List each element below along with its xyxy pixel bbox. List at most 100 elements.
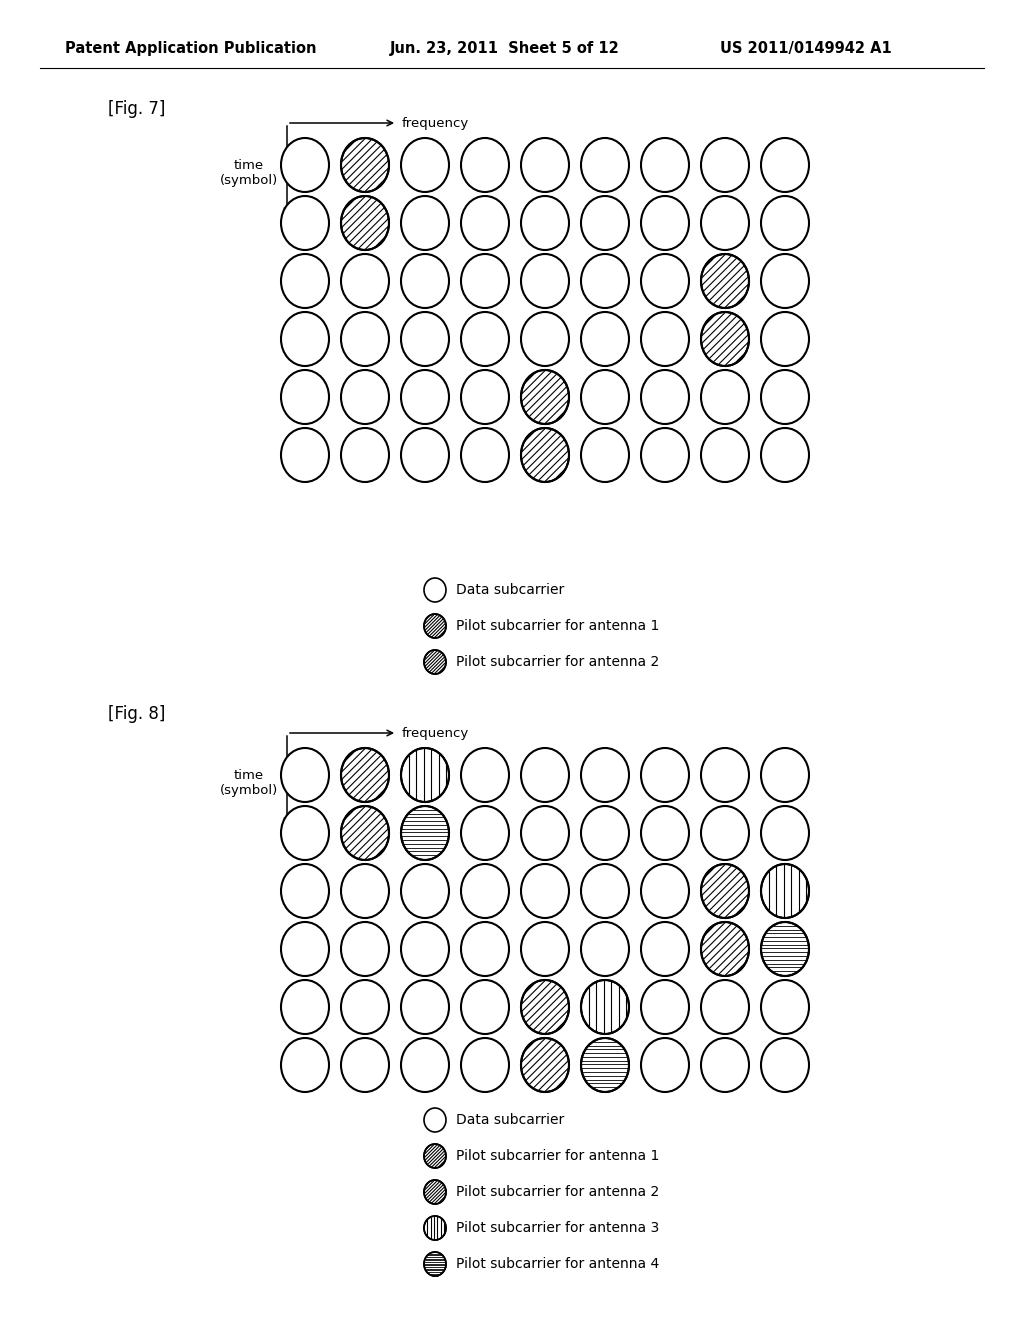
Ellipse shape xyxy=(641,865,689,917)
Ellipse shape xyxy=(581,312,629,366)
Ellipse shape xyxy=(761,195,809,249)
Ellipse shape xyxy=(521,253,569,308)
Ellipse shape xyxy=(281,979,329,1034)
Ellipse shape xyxy=(581,370,629,424)
Ellipse shape xyxy=(581,865,629,917)
Ellipse shape xyxy=(581,139,629,191)
Ellipse shape xyxy=(424,578,446,602)
Ellipse shape xyxy=(641,921,689,975)
Text: [Fig. 7]: [Fig. 7] xyxy=(108,100,165,117)
Ellipse shape xyxy=(424,1216,446,1239)
Ellipse shape xyxy=(341,139,389,191)
Ellipse shape xyxy=(701,865,749,917)
Ellipse shape xyxy=(461,253,509,308)
Ellipse shape xyxy=(281,865,329,917)
Ellipse shape xyxy=(424,1251,446,1276)
Ellipse shape xyxy=(521,921,569,975)
Ellipse shape xyxy=(401,921,449,975)
Ellipse shape xyxy=(701,921,749,975)
Ellipse shape xyxy=(761,1038,809,1092)
Ellipse shape xyxy=(341,865,389,917)
Ellipse shape xyxy=(461,807,509,861)
Text: Data subcarrier: Data subcarrier xyxy=(456,583,564,597)
Ellipse shape xyxy=(761,865,809,917)
Ellipse shape xyxy=(521,139,569,191)
Ellipse shape xyxy=(341,253,389,308)
Ellipse shape xyxy=(461,1038,509,1092)
Ellipse shape xyxy=(341,195,389,249)
Ellipse shape xyxy=(641,428,689,482)
Ellipse shape xyxy=(424,1107,446,1133)
Ellipse shape xyxy=(401,428,449,482)
Ellipse shape xyxy=(761,312,809,366)
Ellipse shape xyxy=(424,649,446,675)
Ellipse shape xyxy=(341,807,389,861)
Ellipse shape xyxy=(341,428,389,482)
Text: frequency: frequency xyxy=(402,726,469,739)
Ellipse shape xyxy=(281,748,329,803)
Ellipse shape xyxy=(761,139,809,191)
Ellipse shape xyxy=(641,139,689,191)
Ellipse shape xyxy=(761,428,809,482)
Ellipse shape xyxy=(521,1038,569,1092)
Ellipse shape xyxy=(281,1038,329,1092)
Ellipse shape xyxy=(461,370,509,424)
Ellipse shape xyxy=(521,865,569,917)
Ellipse shape xyxy=(581,195,629,249)
Ellipse shape xyxy=(401,748,449,803)
Ellipse shape xyxy=(581,807,629,861)
Ellipse shape xyxy=(461,921,509,975)
Ellipse shape xyxy=(581,253,629,308)
Ellipse shape xyxy=(761,748,809,803)
Ellipse shape xyxy=(641,807,689,861)
Ellipse shape xyxy=(401,253,449,308)
Ellipse shape xyxy=(341,312,389,366)
Ellipse shape xyxy=(641,979,689,1034)
Ellipse shape xyxy=(701,370,749,424)
Text: [Fig. 8]: [Fig. 8] xyxy=(108,705,165,723)
Ellipse shape xyxy=(424,1144,446,1168)
Ellipse shape xyxy=(581,748,629,803)
Ellipse shape xyxy=(281,253,329,308)
Text: Pilot subcarrier for antenna 2: Pilot subcarrier for antenna 2 xyxy=(456,655,659,669)
Ellipse shape xyxy=(401,139,449,191)
Text: Jun. 23, 2011  Sheet 5 of 12: Jun. 23, 2011 Sheet 5 of 12 xyxy=(390,41,620,55)
Ellipse shape xyxy=(701,312,749,366)
Ellipse shape xyxy=(701,748,749,803)
Ellipse shape xyxy=(281,370,329,424)
Ellipse shape xyxy=(701,1038,749,1092)
Ellipse shape xyxy=(701,428,749,482)
Ellipse shape xyxy=(401,1038,449,1092)
Ellipse shape xyxy=(341,921,389,975)
Ellipse shape xyxy=(461,312,509,366)
Ellipse shape xyxy=(401,370,449,424)
Ellipse shape xyxy=(761,253,809,308)
Ellipse shape xyxy=(281,312,329,366)
Ellipse shape xyxy=(341,1038,389,1092)
Ellipse shape xyxy=(281,921,329,975)
Text: Pilot subcarrier for antenna 3: Pilot subcarrier for antenna 3 xyxy=(456,1221,659,1236)
Ellipse shape xyxy=(761,979,809,1034)
Ellipse shape xyxy=(641,370,689,424)
Ellipse shape xyxy=(341,370,389,424)
Text: Pilot subcarrier for antenna 4: Pilot subcarrier for antenna 4 xyxy=(456,1257,659,1271)
Ellipse shape xyxy=(461,139,509,191)
Ellipse shape xyxy=(521,312,569,366)
Ellipse shape xyxy=(521,428,569,482)
Ellipse shape xyxy=(424,1180,446,1204)
Text: time
(symbol): time (symbol) xyxy=(220,158,279,187)
Ellipse shape xyxy=(521,748,569,803)
Ellipse shape xyxy=(401,312,449,366)
Ellipse shape xyxy=(581,921,629,975)
Ellipse shape xyxy=(461,865,509,917)
Ellipse shape xyxy=(521,370,569,424)
Ellipse shape xyxy=(701,807,749,861)
Ellipse shape xyxy=(701,139,749,191)
Ellipse shape xyxy=(281,807,329,861)
Ellipse shape xyxy=(401,865,449,917)
Ellipse shape xyxy=(641,312,689,366)
Ellipse shape xyxy=(761,370,809,424)
Ellipse shape xyxy=(401,979,449,1034)
Ellipse shape xyxy=(581,428,629,482)
Text: time
(symbol): time (symbol) xyxy=(220,770,279,797)
